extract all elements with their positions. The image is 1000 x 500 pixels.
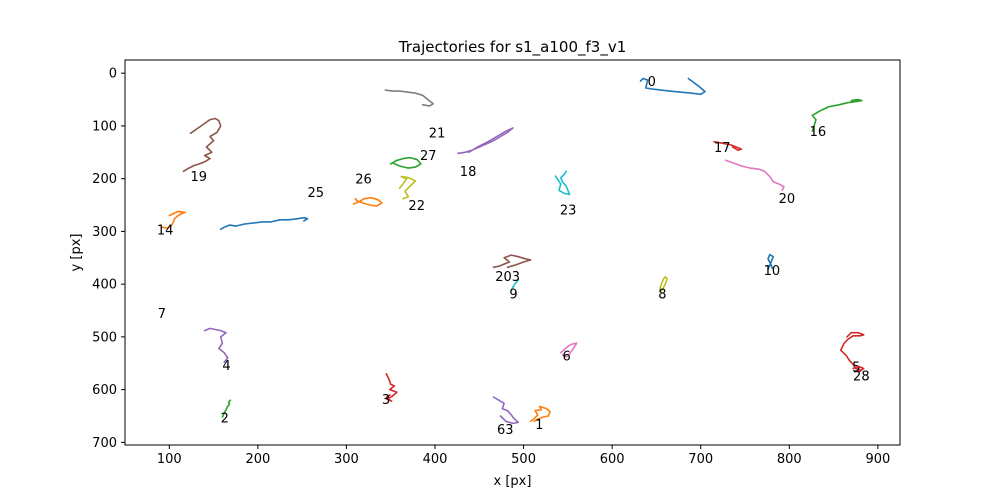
trajectory-5-line (839, 331, 865, 371)
trajectory-25-line (219, 216, 309, 231)
x-tick-label: 600 (600, 452, 625, 467)
trajectory-14-line (161, 210, 186, 229)
trajectory-3-line (385, 372, 398, 403)
trajectory-2-line (221, 399, 232, 418)
trajectory-6-line (559, 342, 578, 358)
trajectory-14-label: 14 (157, 223, 174, 238)
trajectory-27-label: 27 (420, 149, 437, 164)
y-axis-label: y [px] (69, 234, 84, 272)
trajectory-26-line (352, 196, 383, 207)
trajectory-203-label: 203 (495, 270, 520, 285)
trajectory-27-line (389, 156, 422, 169)
trajectory-4-line (203, 327, 229, 364)
trajectory-6-label: 6 (563, 349, 571, 364)
trajectory-1-label: 1 (535, 418, 543, 433)
trajectory-22-label: 22 (408, 199, 425, 214)
trajectory-22-line (398, 175, 417, 200)
trajectory-26-label: 26 (355, 173, 372, 188)
chart-title: Trajectories for s1_a100_f3_v1 (398, 38, 626, 57)
trajectory-0-line (639, 77, 706, 96)
trajectory-63-label: 63 (497, 423, 514, 438)
x-tick-label: 400 (423, 452, 448, 467)
trajectory-2-label: 2 (221, 412, 229, 427)
trajectory-25-label: 25 (307, 186, 324, 201)
x-tick-label: 500 (511, 452, 536, 467)
trajectory-18-line (457, 127, 514, 155)
y-tick-label: 300 (92, 225, 117, 240)
trajectory-16-label: 16 (810, 125, 827, 140)
trajectory-20-line (724, 159, 785, 192)
trajectory-4-label: 4 (222, 359, 230, 374)
x-axis-label: x [px] (494, 474, 532, 489)
x-tick-label: 300 (334, 452, 359, 467)
trajectory-3-label: 3 (382, 393, 390, 408)
x-tick-label: 200 (245, 452, 270, 467)
trajectory-17-line (713, 140, 743, 151)
x-tick-label: 700 (688, 452, 713, 467)
trajectory-10-line (767, 253, 775, 271)
trajectory-0-label: 0 (648, 75, 656, 90)
x-tick-label: 800 (777, 452, 802, 467)
trajectory-63-line (492, 396, 520, 425)
x-tick-label: 900 (865, 452, 890, 467)
y-tick-label: 0 (109, 67, 117, 82)
trajectory-28-label: 28 (853, 369, 870, 384)
trajectory-19-line (182, 117, 222, 173)
trajectory-28-line (852, 365, 865, 373)
y-tick-label: 400 (92, 278, 117, 293)
trajectory-20-label: 20 (779, 192, 796, 207)
trajectory-16-line (811, 98, 863, 132)
y-tick-label: 200 (92, 172, 117, 187)
x-tick-label: 100 (157, 452, 182, 467)
trajectory-18-label: 18 (460, 165, 477, 180)
trajectory-8-label: 8 (658, 288, 666, 303)
trajectory-23-line (554, 170, 571, 196)
trajectory-23-label: 23 (560, 203, 577, 218)
trajectory-9-line (510, 279, 520, 292)
trajectory-7-label: 7 (158, 307, 166, 322)
y-tick-label: 600 (92, 383, 117, 398)
trajectory-203-line (492, 254, 532, 269)
trajectory-17-label: 17 (714, 141, 731, 156)
trajectory-10-label: 10 (764, 264, 781, 279)
axes-frame (124, 59, 901, 446)
x-axis: 100 200 300 400 500 600 700 800 900 (157, 445, 890, 467)
trajectory-21-line (384, 89, 435, 107)
trajectory-8-line (659, 275, 668, 293)
trajectory-1-line (529, 405, 551, 423)
trajectory-19-label: 19 (191, 170, 208, 185)
y-tick-label: 100 (92, 119, 117, 134)
y-tick-label: 700 (92, 436, 117, 451)
trajectory-21-label: 21 (429, 126, 446, 141)
trajectory-9-label: 9 (509, 288, 517, 303)
y-tick-label: 500 (92, 330, 117, 345)
y-axis: 0 100 200 300 400 500 600 700 (92, 67, 125, 451)
